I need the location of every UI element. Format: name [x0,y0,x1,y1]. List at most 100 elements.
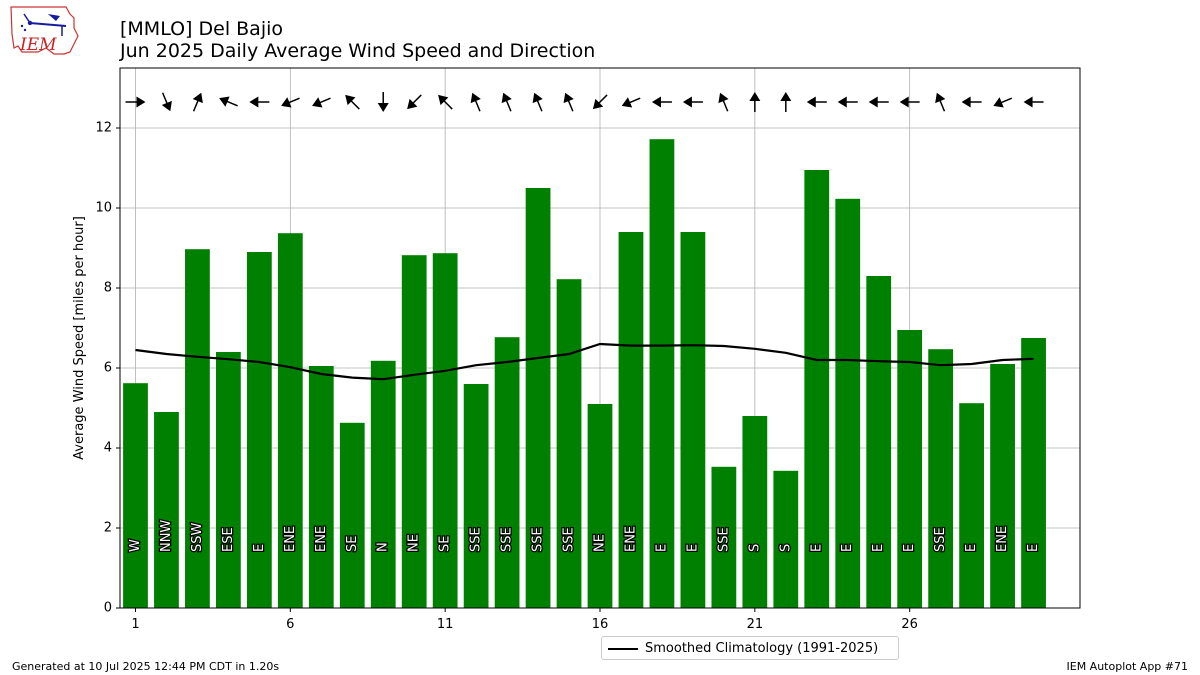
y-tick-label: 8 [104,281,112,296]
wind-arrow [806,96,827,108]
footer-app: IEM Autoplot App #71 [1066,660,1189,673]
bar [618,232,644,608]
direction-label: SSE [933,527,948,552]
direction-label: W [128,539,143,552]
direction-label: ESE [221,527,236,552]
chart-subtitle: Jun 2025 Daily Average Wind Speed and Di… [120,40,596,62]
legend-climatology-swatch [608,648,638,650]
wind-arrow [961,96,982,108]
wind-arrow [749,92,761,112]
legend: Smoothed Climatology (1991-2025) [601,636,899,660]
direction-label: N [376,542,391,552]
wind-arrow [501,92,512,112]
bar [897,330,923,608]
chart-title: [MMLO] Del Bajio [120,18,284,40]
bar [804,170,830,608]
wind-arrow [993,97,1013,108]
x-tick-label: 21 [747,617,764,632]
direction-label: ENE [995,526,1010,552]
bar [185,249,210,608]
x-tick-label: 16 [592,617,609,632]
bar [463,384,489,608]
bar [711,466,737,608]
direction-label: NE [593,534,608,552]
logo-text: IEM [19,35,57,55]
direction-label: NNW [159,520,174,552]
x-tick-label: 1 [131,617,139,632]
direction-label: SSE [469,527,484,552]
direction-label: ENE [283,526,298,552]
wind-arrow [219,96,238,107]
y-tick-label: 6 [104,361,112,376]
climatology-line [135,342,1034,381]
y-tick-label: 2 [104,521,112,536]
direction-label: SSE [531,527,546,552]
footer-generated: Generated at 10 Jul 2025 12:44 PM CDT in… [12,660,280,673]
direction-label: SSE [716,527,731,552]
bar [370,360,396,608]
legend-climatology-label: Smoothed Climatology (1991-2025) [645,641,879,656]
direction-label: SSE [500,527,515,552]
bar [525,188,551,608]
wind-arrow [470,92,481,112]
bar [990,364,1015,608]
bar [401,255,427,608]
bar [742,416,768,608]
direction-label: E [654,544,669,552]
bar [587,404,613,608]
direction-label: E [871,544,886,552]
wind-arrow [192,92,203,112]
wind-arrow [345,94,360,110]
x-tick-label: 26 [901,617,918,632]
bar [1021,338,1046,608]
direction-label: E [685,544,700,552]
bar [308,366,334,608]
y-axis-label: Average Wind Speed [miles per hour] [72,216,87,460]
wind-arrow [563,92,574,112]
direction-label: ENE [314,526,329,552]
x-tick-label: 11 [437,617,454,632]
wind-arrow [837,96,858,108]
bar [339,422,365,608]
bar [494,337,520,608]
bar [216,352,241,608]
direction-label: SE [345,536,360,552]
bar [123,383,148,608]
direction-label: SSE [562,527,577,552]
direction-label: SE [438,536,453,552]
direction-label: E [902,544,917,552]
y-tick-label: 12 [95,121,112,136]
bar [835,198,861,609]
bar [246,252,272,608]
wind-arrow [935,92,946,112]
wind-arrow [407,94,422,110]
wind-arrow [161,92,172,112]
direction-label: E [252,544,267,552]
wind-arrow [312,97,331,108]
wind-arrow [1023,96,1044,108]
bar [680,232,706,608]
bar [649,139,675,608]
wind-arrow [621,97,641,108]
y-tick-label: 4 [104,441,112,456]
direction-label: S [747,544,762,552]
direction-label: E [1026,544,1041,552]
bar [773,470,799,608]
wind-arrow [592,94,608,110]
y-tick-label: 0 [104,601,112,616]
wind-arrow [651,96,672,108]
bar [959,403,984,608]
bar [556,279,582,608]
wind-arrow [125,96,146,108]
direction-label: E [840,544,855,552]
wind-arrow [780,92,792,112]
wind-arrow [899,96,920,108]
direction-label: SSW [190,522,205,552]
wind-arrow [249,96,270,108]
wind-arrow [438,94,453,110]
iem-logo: IEM [8,4,80,64]
wind-arrow [868,96,889,108]
x-tick-label: 6 [286,617,294,632]
wind-arrow [682,96,703,108]
